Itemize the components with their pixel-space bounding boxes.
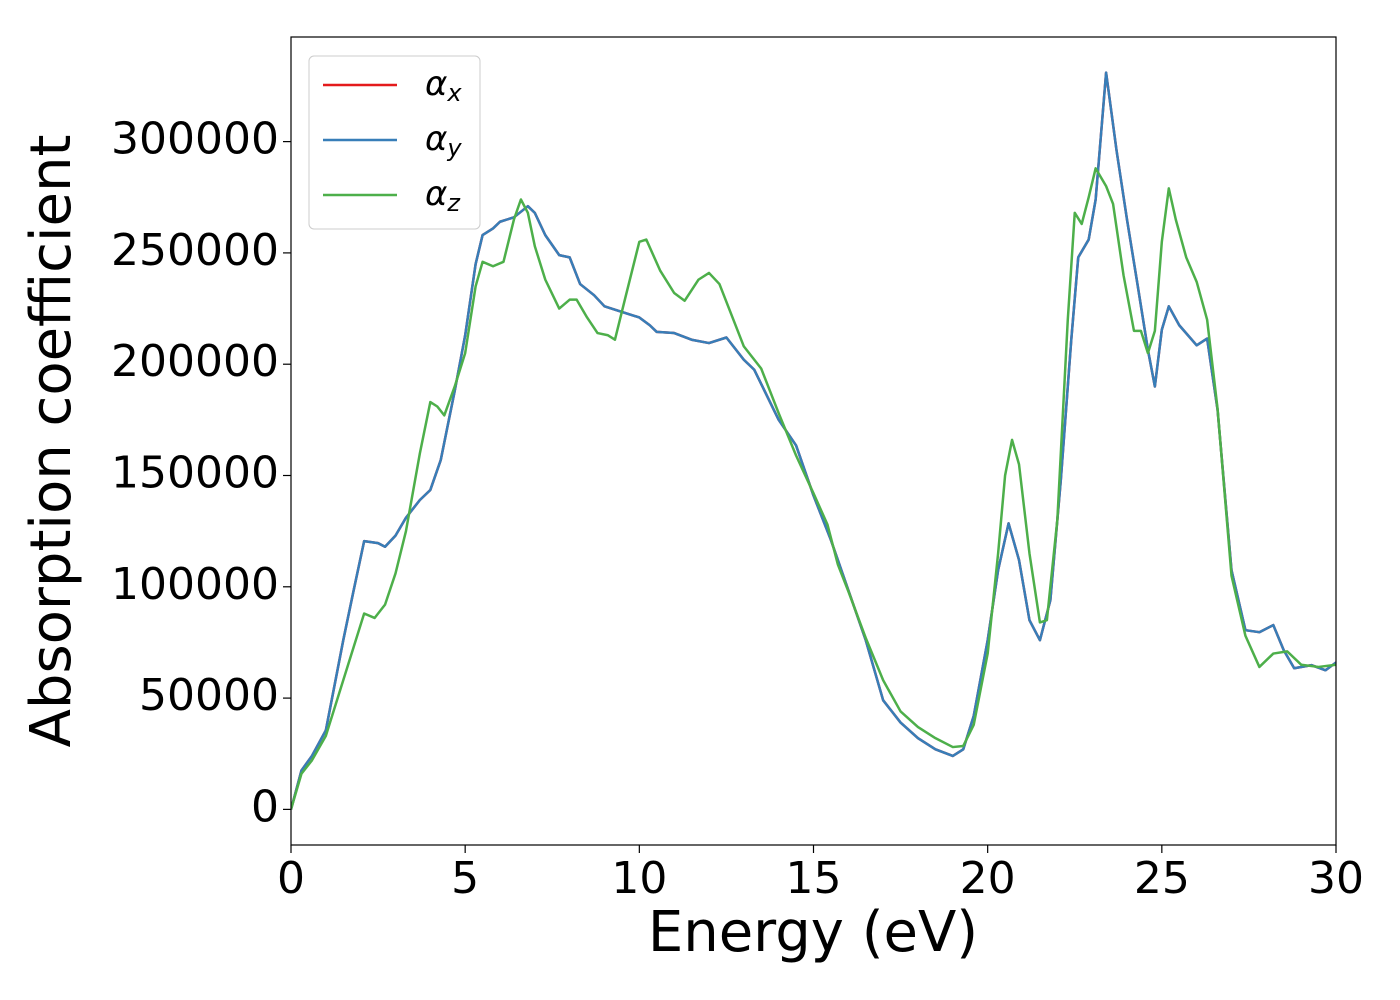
legend-label: αz	[425, 174, 461, 218]
x-tick-label: 15	[786, 853, 842, 904]
y-tick-label: 0	[251, 781, 279, 832]
x-tick-label: 10	[611, 853, 667, 904]
series-line	[291, 167, 1336, 810]
y-tick-label: 100000	[111, 559, 279, 610]
x-tick-label: 25	[1134, 853, 1190, 904]
x-tick-label: 5	[451, 853, 479, 904]
plot-frame	[290, 36, 1337, 846]
x-tick-label: 0	[277, 853, 305, 904]
y-tick-label: 50000	[139, 670, 279, 721]
x-axis-label: Energy (eV)	[648, 900, 978, 965]
legend-label: αy	[425, 119, 462, 163]
y-axis-label: Absorption coefficient	[19, 135, 84, 748]
y-tick-label: 200000	[111, 336, 279, 387]
legend-label: αx	[425, 64, 462, 108]
y-tick-label: 150000	[111, 448, 279, 499]
y-tick-label: 250000	[111, 225, 279, 276]
legend-box	[308, 55, 481, 230]
x-tick-label: 20	[960, 853, 1016, 904]
x-tick-label: 30	[1308, 853, 1364, 904]
y-tick-label: 300000	[111, 114, 279, 165]
